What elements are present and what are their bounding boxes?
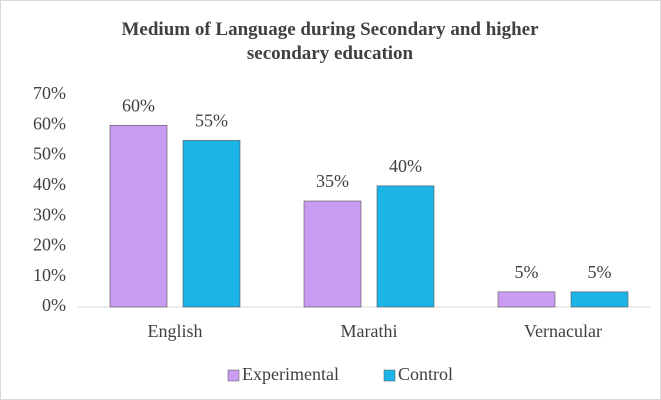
data-label: 35%: [316, 171, 349, 191]
data-label: 60%: [122, 95, 155, 115]
legend-swatch: [383, 369, 396, 382]
bar: [376, 185, 435, 308]
y-tick-label: 60%: [33, 113, 66, 133]
legend-swatch: [227, 369, 240, 382]
y-tick-label: 10%: [33, 265, 66, 285]
bar: [109, 124, 168, 308]
data-label: 5%: [588, 262, 612, 282]
bar: [303, 200, 362, 308]
x-tick-label: Vernacular: [524, 321, 602, 341]
y-tick-label: 40%: [33, 174, 66, 194]
y-tick-label: 0%: [42, 295, 66, 315]
data-label: 5%: [515, 262, 539, 282]
x-tick-label: Marathi: [341, 321, 398, 341]
y-tick-label: 20%: [33, 235, 66, 255]
bar: [497, 291, 556, 308]
y-tick-label: 30%: [33, 204, 66, 224]
bar: [182, 140, 241, 308]
chart-title: Medium of Language during Secondary and …: [121, 19, 539, 64]
y-tick-label: 50%: [33, 144, 66, 164]
legend-label: Control: [398, 364, 453, 384]
x-tick-label: English: [147, 321, 202, 341]
y-tick-label: 70%: [33, 83, 66, 103]
data-label: 40%: [389, 156, 422, 176]
bar: [570, 291, 629, 308]
legend-label: Experimental: [242, 364, 339, 384]
data-label: 55%: [195, 111, 228, 131]
